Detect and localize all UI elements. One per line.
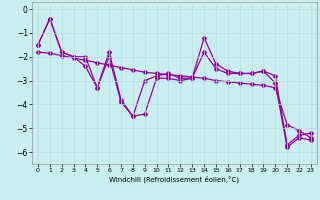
X-axis label: Windchill (Refroidissement éolien,°C): Windchill (Refroidissement éolien,°C)	[109, 176, 239, 183]
